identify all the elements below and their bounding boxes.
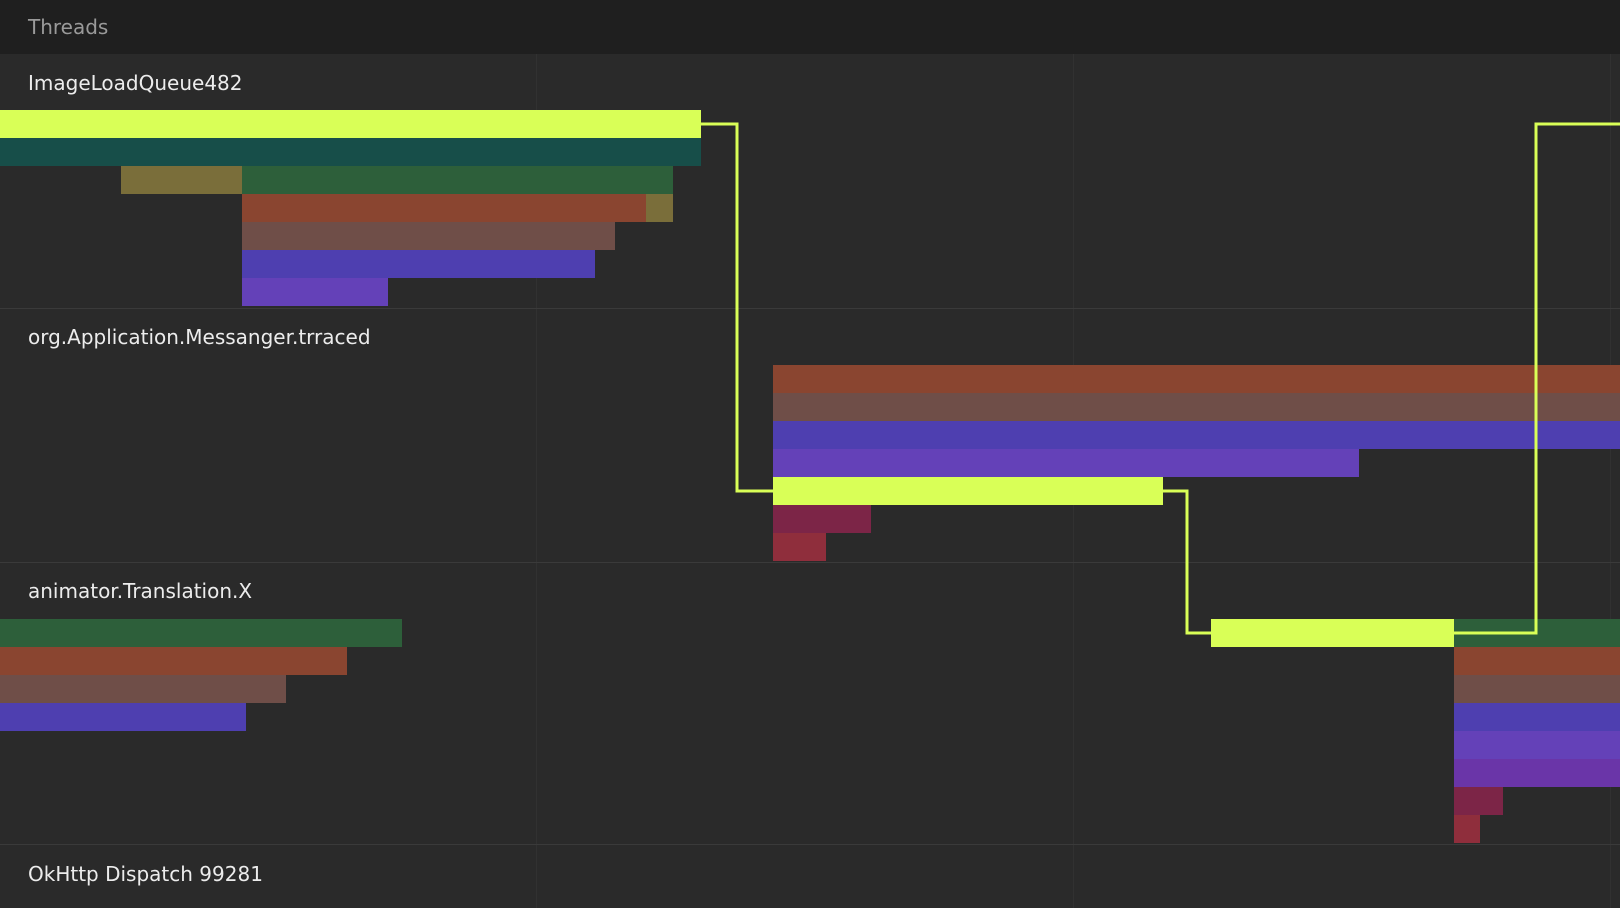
flame-slice[interactable] (121, 166, 242, 194)
flame-slice[interactable] (242, 278, 388, 306)
flame-slice[interactable] (1454, 787, 1503, 815)
flame-slice[interactable] (773, 393, 1620, 421)
flame-slice-highlighted[interactable] (0, 110, 701, 138)
flame-slice[interactable] (773, 449, 1359, 477)
flame-slice[interactable] (1454, 815, 1480, 843)
thread-separator (0, 844, 1620, 845)
thread-separator (0, 308, 1620, 309)
thread-label-animator[interactable]: animator.Translation.X (28, 579, 253, 603)
flame-slice-highlighted[interactable] (773, 477, 1163, 505)
flame-slice[interactable] (0, 138, 701, 166)
flame-slice[interactable] (773, 533, 826, 561)
flame-slice[interactable] (1454, 759, 1620, 787)
thread-separator (0, 562, 1620, 563)
flame-slice[interactable] (1454, 731, 1620, 759)
threads-header: Threads (0, 0, 1620, 54)
flame-slice[interactable] (242, 194, 646, 222)
flame-slice[interactable] (0, 647, 347, 675)
flame-slice[interactable] (242, 250, 595, 278)
grid-line (536, 54, 537, 908)
flame-slice-highlighted[interactable] (1211, 619, 1454, 647)
flame-slice[interactable] (773, 365, 1620, 393)
thread-label-imageloadqueue[interactable]: ImageLoadQueue482 (28, 71, 243, 95)
flame-slice[interactable] (773, 421, 1620, 449)
flame-slice[interactable] (0, 703, 246, 731)
thread-label-messanger[interactable]: org.Application.Messanger.trraced (28, 325, 371, 349)
flame-slice[interactable] (1454, 647, 1620, 675)
flame-slice[interactable] (1454, 675, 1620, 703)
flame-slice[interactable] (1454, 619, 1620, 647)
thread-label-okhttp[interactable]: OkHttp Dispatch 99281 (28, 862, 263, 886)
threads-header-title: Threads (28, 15, 109, 39)
flame-slice[interactable] (1454, 703, 1620, 731)
flame-slice[interactable] (773, 505, 871, 533)
flame-slice[interactable] (0, 675, 286, 703)
flame-slice[interactable] (242, 166, 673, 194)
flame-slice[interactable] (646, 194, 673, 222)
flame-slice[interactable] (0, 619, 402, 647)
flame-slice[interactable] (242, 222, 615, 250)
